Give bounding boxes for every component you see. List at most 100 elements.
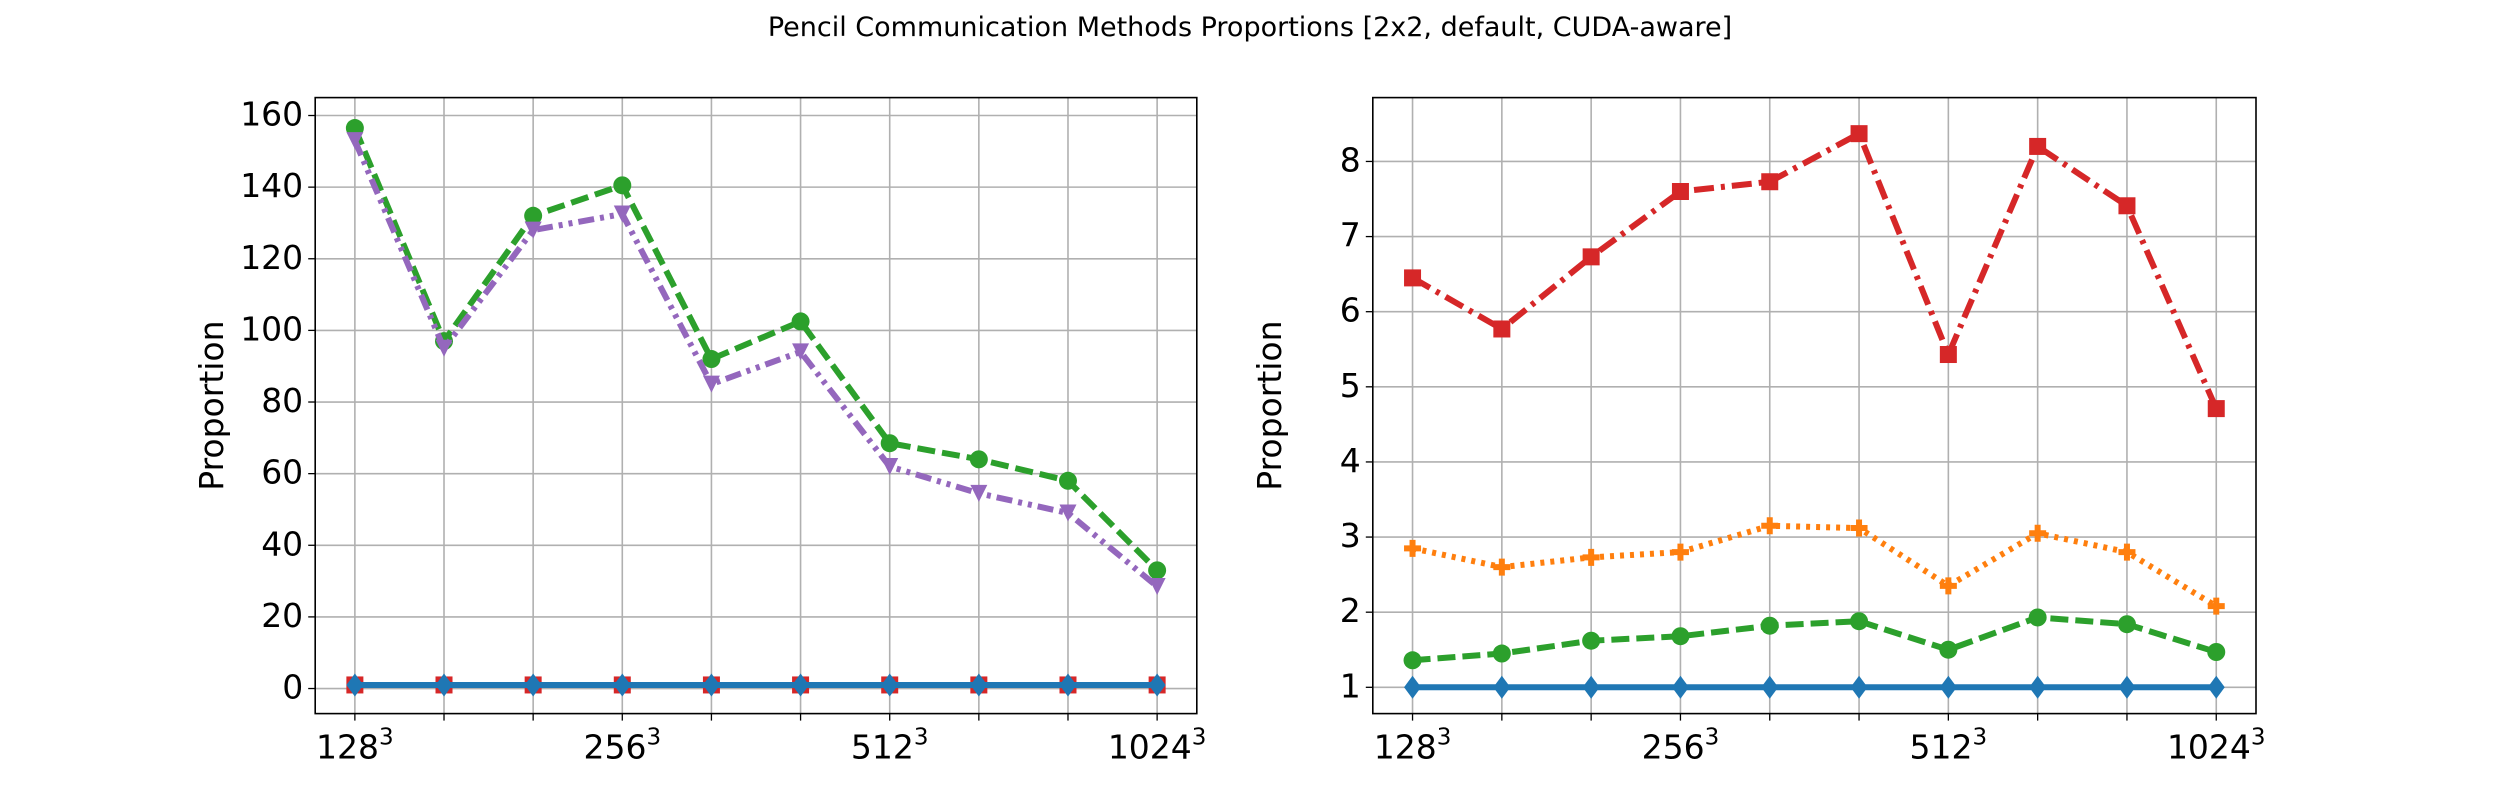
data-point (880, 434, 899, 453)
data-point (2118, 543, 2136, 561)
data-point (2207, 597, 2225, 615)
series-line (352, 126, 1160, 573)
data-point (1671, 627, 1690, 646)
y-tick-label: 160 (240, 95, 303, 134)
data-point (1148, 673, 1166, 697)
data-point (1850, 612, 1869, 631)
series (1403, 608, 2226, 670)
data-point (791, 312, 810, 331)
axes-frame (1372, 96, 2257, 715)
data-point (613, 673, 631, 697)
data-point (1059, 504, 1077, 522)
data-point (524, 221, 542, 239)
data-point (2117, 615, 2136, 634)
y-tick-label: 140 (240, 166, 303, 205)
y-tick-label: 120 (240, 238, 303, 277)
data-point (1850, 675, 1868, 699)
data-point (1939, 675, 1957, 699)
data-point (1148, 577, 1166, 595)
data-point (702, 375, 720, 393)
data-point (1404, 269, 1422, 287)
y-tick-label: 2 (1340, 591, 1361, 630)
data-point (2118, 675, 2136, 699)
data-point (2118, 197, 2136, 215)
data-point (1404, 675, 1422, 699)
y-tick-label: 4 (1340, 441, 1361, 480)
data-point (1671, 183, 1689, 201)
series (345, 119, 1167, 580)
data-point (524, 206, 543, 225)
data-point (1850, 519, 1868, 537)
data-point (2029, 137, 2047, 155)
data-point (2029, 675, 2047, 699)
data-point (1492, 644, 1511, 663)
data-point (1761, 517, 1779, 535)
x-tick-label: 5123 (1910, 725, 1988, 767)
y-tick-label: 80 (261, 381, 303, 420)
data-point (1761, 173, 1779, 191)
data-point (1939, 640, 1958, 659)
data-point (881, 457, 899, 475)
data-point (524, 673, 542, 697)
y-tick-label: 8 (1340, 140, 1361, 179)
data-point (1403, 651, 1422, 670)
series (346, 132, 1166, 595)
right-subplot: 1 2 3 4 5 6 7 8 1283 2563 5123 10243 Proportion (1250, 96, 2266, 767)
series-line (352, 139, 1160, 589)
series (346, 673, 1166, 697)
data-point (1582, 548, 1600, 566)
data-point (792, 673, 810, 697)
x-tick-label: 10243 (2167, 725, 2266, 767)
data-point (346, 132, 364, 150)
x-tick-label: 5123 (851, 725, 929, 767)
data-point (1058, 471, 1077, 490)
left-subplot: 0 20 40 60 80 100 120 140 160 1283 2563 5123 10243 Pr… (192, 95, 1206, 767)
x-tick-label: 2563 (1642, 725, 1720, 767)
y-tick-label: 0 (282, 668, 303, 707)
data-point (970, 673, 988, 697)
y-tick-label: 6 (1340, 291, 1361, 330)
data-point (970, 484, 988, 502)
data-point (1493, 320, 1511, 338)
series-line (1411, 130, 2220, 410)
data-point (702, 350, 721, 369)
y-tick-label: 7 (1340, 216, 1361, 255)
series (1404, 675, 2225, 699)
data-point (613, 176, 632, 195)
series (1404, 125, 2225, 418)
data-point (1582, 248, 1600, 266)
x-tick-label: 10243 (1108, 725, 1207, 767)
data-point (702, 673, 720, 697)
series-line (1412, 614, 2218, 664)
x-tick-label: 1283 (316, 725, 394, 767)
data-point (2207, 400, 2225, 418)
y-tick-label: 100 (240, 309, 303, 348)
data-point (792, 343, 810, 361)
data-point (1059, 673, 1077, 697)
data-point (346, 673, 364, 697)
data-point (613, 205, 631, 223)
data-point (1939, 346, 1957, 364)
data-point (2028, 608, 2047, 627)
y-tick-label: 40 (261, 524, 303, 563)
data-point (1148, 561, 1167, 580)
data-point (1850, 125, 1868, 143)
y-axis-label: Proportion (192, 320, 231, 490)
data-point (1493, 675, 1511, 699)
data-point (2207, 675, 2225, 699)
y-tick-label: 5 (1340, 366, 1361, 405)
data-point (1582, 631, 1601, 650)
data-point (1493, 558, 1511, 576)
data-point (1671, 675, 1689, 699)
data-point (969, 450, 988, 469)
data-point (1582, 675, 1600, 699)
y-tick-label: 60 (261, 453, 303, 492)
data-point (1939, 577, 1957, 595)
x-tick-label: 2563 (583, 725, 661, 767)
axes-frame (314, 96, 1198, 715)
x-tick-label: 1283 (1374, 725, 1452, 767)
y-tick-label: 3 (1340, 516, 1361, 555)
data-point (435, 673, 453, 697)
data-point (2029, 524, 2047, 542)
